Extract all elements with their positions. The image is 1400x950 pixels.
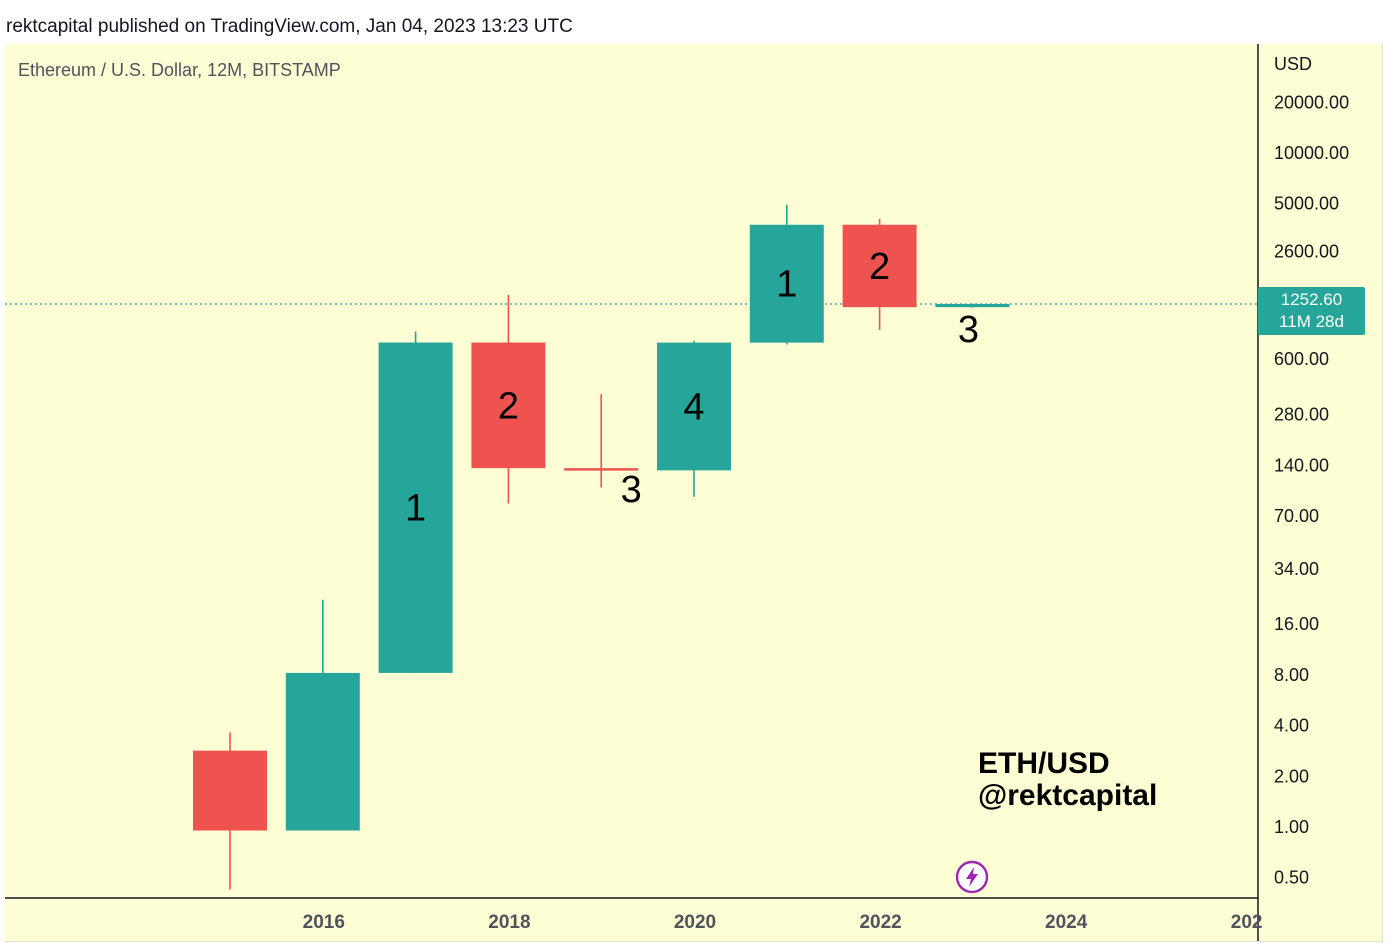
price-tick-label: 16.00 — [1274, 614, 1319, 634]
price-tick-label: 70.00 — [1274, 506, 1319, 526]
candle-body — [564, 468, 639, 471]
last-price-tag: 1252.60 11M 28d — [1258, 287, 1365, 335]
candle — [749, 204, 824, 345]
time-tick-label: 2024 — [1045, 912, 1088, 933]
price-tick-label: 280.00 — [1274, 405, 1329, 425]
candle-body — [749, 224, 824, 343]
bar-countdown: 11M 28d — [1279, 312, 1344, 331]
price-tick-label: 5000.00 — [1274, 194, 1339, 214]
time-axis: 2016 2018 2020 2022 2024 202 — [5, 897, 1263, 933]
currency-label: USD — [1274, 54, 1312, 74]
candle — [657, 340, 731, 497]
watermark-symbol: ETH/USD — [978, 747, 1110, 780]
time-tick-label: 2022 — [859, 912, 901, 933]
watermark: ETH/USD @rektcapital — [978, 748, 1157, 812]
candle-body — [193, 750, 267, 831]
candle — [935, 303, 1010, 308]
price-tick-label: 34.00 — [1274, 559, 1319, 579]
candle — [471, 294, 546, 504]
candle-body — [657, 342, 731, 471]
publisher-line: rektcapital published on TradingView.com… — [6, 16, 573, 37]
price-tick-label: 4.00 — [1274, 716, 1309, 736]
time-tick-label: 202 — [1231, 912, 1263, 933]
candle-body — [842, 224, 917, 308]
candle-body — [935, 304, 1010, 308]
time-tick-label: 2018 — [488, 912, 530, 933]
price-tick-label: 20000.00 — [1274, 92, 1349, 112]
candle — [285, 599, 360, 831]
price-tick-label: 140.00 — [1274, 455, 1329, 475]
price-tick-label: 2600.00 — [1274, 242, 1339, 262]
lightning-bolt-icon[interactable] — [955, 860, 989, 894]
price-tick-label: 8.00 — [1274, 665, 1309, 685]
price-tick-label: 600.00 — [1274, 349, 1329, 369]
watermark-author: @rektcapital — [978, 779, 1158, 812]
price-tick-label: 10000.00 — [1274, 143, 1349, 163]
candle-count-label: 3 — [958, 309, 979, 351]
candle — [564, 394, 639, 488]
price-axis: USD 20000.00 10000.00 5000.00 2600.00 600.00 2… — [1257, 44, 1349, 941]
last-price-value: 1252.60 — [1280, 290, 1343, 309]
candle-body — [378, 342, 453, 673]
candle-count-label: 2 — [869, 246, 890, 288]
candle — [842, 219, 917, 330]
candle-body — [285, 672, 360, 831]
time-tick-label: 2020 — [674, 912, 716, 933]
candle-count-label: 1 — [405, 488, 426, 530]
candle — [193, 732, 267, 890]
price-tick-label: 0.50 — [1274, 868, 1309, 888]
price-tick-label: 2.00 — [1274, 766, 1309, 786]
symbol-legend[interactable]: Ethereum / U.S. Dollar, 12M, BITSTAMP — [18, 60, 341, 80]
candle — [378, 331, 453, 673]
candle-body — [471, 342, 546, 469]
candles-layer — [193, 204, 1010, 890]
price-tick-label: 1.00 — [1274, 817, 1309, 837]
candle-count-label: 4 — [683, 386, 704, 428]
candle-count-label: 2 — [498, 385, 519, 427]
candle-count-label: 3 — [621, 469, 642, 511]
candle-count-label: 1 — [776, 264, 797, 306]
time-tick-label: 2016 — [303, 912, 345, 933]
